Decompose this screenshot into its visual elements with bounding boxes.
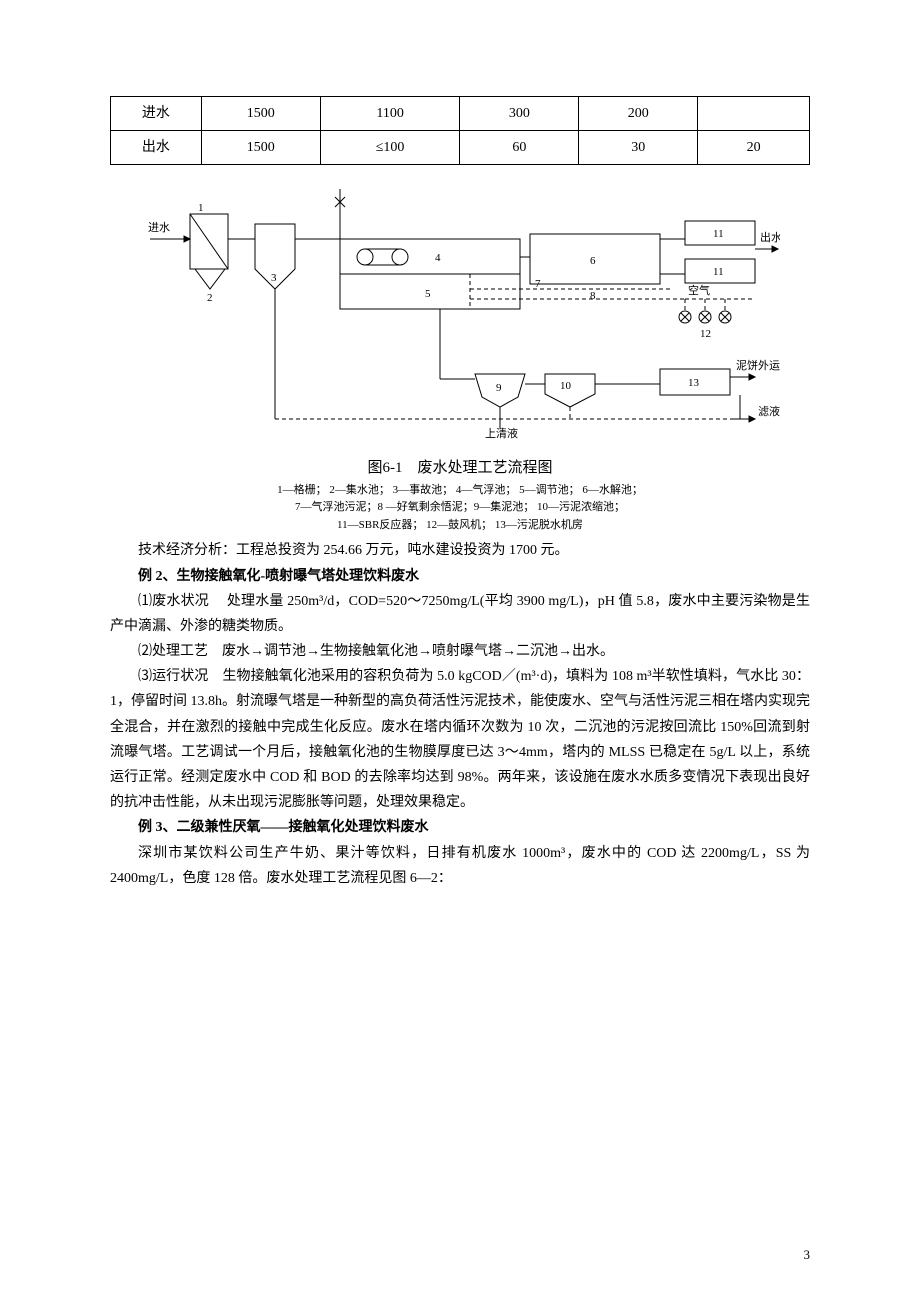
flow-svg: 进水 出水 空气 上清液 泥饼外运 滤液 1 2 3 4 5 6 7 8 9 1…	[140, 179, 780, 439]
p-tech: 技术经济分析：工程总投资为 254.66 万元，吨水建设投资为 1700 元。	[110, 538, 810, 563]
ex2-p3: ⑶运行状况 生物接触氧化池采用的容积负荷为 5.0 kgCOD／(m³·d)，填…	[110, 664, 810, 815]
figure-sub-3: 11—SBR反应器； 12—鼓风机； 13—污泥脱水机房	[110, 517, 810, 535]
cell: 30	[579, 131, 698, 165]
n13: 13	[688, 377, 700, 389]
n6: 6	[590, 255, 596, 267]
n11b: 11	[713, 266, 724, 278]
n2: 2	[207, 292, 213, 304]
cell: 出水	[111, 131, 202, 165]
n12: 12	[700, 328, 711, 340]
cell: ≤100	[320, 131, 460, 165]
ex3-p1: 深圳市某饮料公司生产牛奶、果汁等饮料，日排有机废水 1000m³，废水中的 CO…	[110, 841, 810, 891]
ex2-p2: ⑵处理工艺 废水→调节池→生物接触氧化池→喷射曝气塔→二沉池→出水。	[110, 639, 810, 664]
ex3-title: 例 3、二级兼性厌氧——接触氧化处理饮料废水	[110, 815, 810, 840]
n1: 1	[198, 202, 204, 214]
cell: 1500	[201, 131, 320, 165]
label-filtrate: 滤液	[758, 404, 780, 418]
cell: 300	[460, 97, 579, 131]
cell: 200	[579, 97, 698, 131]
figure-sub-1: 1—格栅； 2—集水池； 3—事故池； 4—气浮池； 5—调节池； 6—水解池；	[110, 482, 810, 500]
figure-sub-2: 7—气浮池污泥；8 —好氧剩余悟泥；9—集泥池； 10—污泥浓缩池；	[110, 499, 810, 517]
label-in: 进水	[148, 221, 170, 234]
ex2-title: 例 2、生物接触氧化-喷射曝气塔处理饮料废水	[110, 564, 810, 589]
cell: 进水	[111, 97, 202, 131]
n7: 7	[535, 278, 541, 290]
cell: 60	[460, 131, 579, 165]
n4: 4	[435, 252, 441, 264]
cell: 1500	[201, 97, 320, 131]
n5: 5	[425, 288, 431, 300]
cell: 20	[698, 131, 810, 165]
cell	[698, 97, 810, 131]
flow-diagram: 进水 出水 空气 上清液 泥饼外运 滤液 1 2 3 4 5 6 7 8 9 1…	[110, 179, 810, 534]
cell: 1100	[320, 97, 460, 131]
figure-caption: 图6-1 废水处理工艺流程图	[110, 455, 810, 482]
ex2-p1: ⑴废水状况 处理水量 250m³/d，COD=520～7250mg/L(平均 3…	[110, 589, 810, 639]
page-number: 3	[804, 1243, 811, 1266]
n11a: 11	[713, 228, 724, 240]
label-out: 出水	[760, 230, 780, 244]
io-table: 进水 1500 1100 300 200 出水 1500 ≤100 60 30 …	[110, 96, 810, 165]
document-page: 进水 1500 1100 300 200 出水 1500 ≤100 60 30 …	[0, 0, 920, 1302]
n9: 9	[496, 382, 502, 394]
label-air: 空气	[688, 283, 710, 297]
table-row: 进水 1500 1100 300 200	[111, 97, 810, 131]
n10: 10	[560, 380, 572, 392]
table-row: 出水 1500 ≤100 60 30 20	[111, 131, 810, 165]
label-liq: 上清液	[485, 426, 518, 439]
n8: 8	[590, 290, 596, 302]
n3: 3	[271, 272, 277, 284]
label-cake: 泥饼外运	[736, 358, 780, 372]
